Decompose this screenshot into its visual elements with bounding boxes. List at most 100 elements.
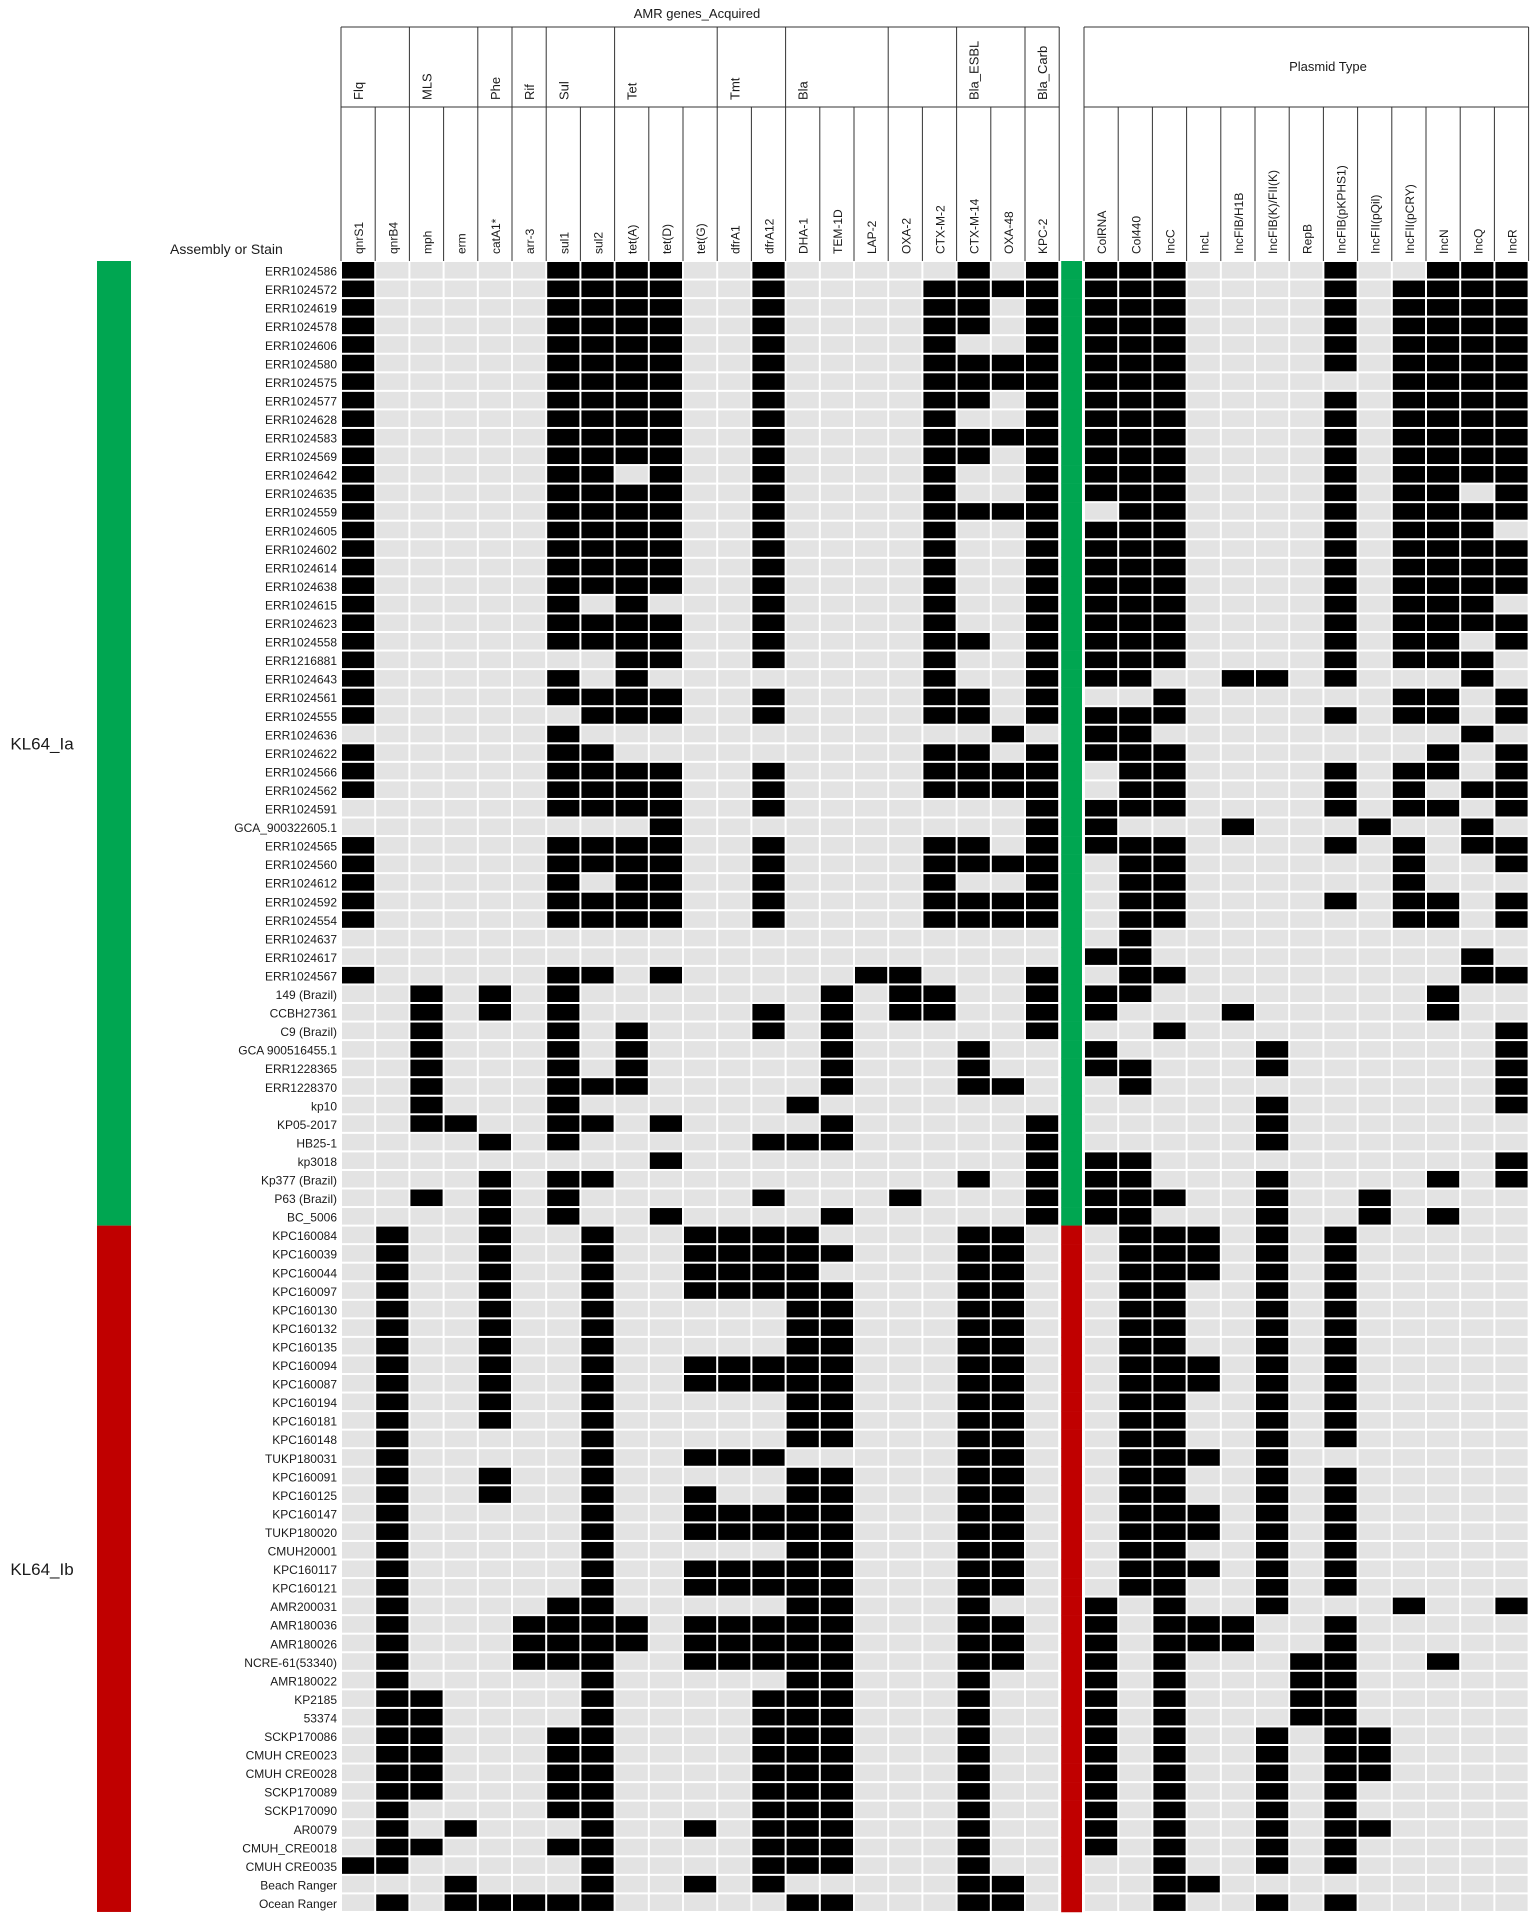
amr-cell bbox=[513, 1838, 546, 1856]
plasmid-cell bbox=[1153, 1875, 1186, 1893]
amr-cell bbox=[444, 1152, 477, 1169]
plasmid-cell bbox=[1221, 577, 1254, 594]
amr-cell bbox=[957, 280, 990, 298]
plasmid-cell bbox=[1119, 948, 1152, 965]
amr-cell bbox=[957, 725, 990, 743]
amr-cell bbox=[410, 1115, 443, 1132]
amr-cell bbox=[615, 1245, 648, 1262]
amr-cell bbox=[786, 744, 819, 761]
plasmid-cell bbox=[1427, 1541, 1460, 1559]
amr-cell bbox=[581, 1504, 614, 1522]
amr-cell bbox=[410, 1838, 443, 1856]
amr-cell bbox=[547, 447, 580, 465]
plasmid-cell bbox=[1290, 1708, 1323, 1726]
amr-cell bbox=[649, 1115, 682, 1132]
plasmid-cell bbox=[1461, 447, 1494, 465]
plasmid-cell bbox=[1461, 558, 1494, 576]
amr-cell bbox=[649, 391, 682, 409]
plasmid-cell bbox=[1427, 1096, 1460, 1114]
amr-cell bbox=[649, 1226, 682, 1244]
amr-cell bbox=[376, 1875, 409, 1893]
plasmid-cell bbox=[1256, 1467, 1289, 1485]
amr-cell bbox=[820, 1727, 853, 1744]
plasmid-cell bbox=[1119, 1282, 1152, 1299]
amr-cell bbox=[752, 1300, 785, 1318]
plasmid-cell bbox=[1256, 428, 1289, 446]
amr-cell bbox=[786, 670, 819, 687]
plasmid-cell bbox=[1256, 1263, 1289, 1281]
amr-cell bbox=[615, 1393, 648, 1411]
row-label: ERR1024602 bbox=[265, 543, 337, 557]
amr-cell bbox=[855, 1838, 888, 1856]
plasmid-cell bbox=[1495, 317, 1528, 335]
plasmid-cell bbox=[1221, 1078, 1254, 1095]
row-label: ERR1024566 bbox=[265, 765, 337, 779]
plasmid-cell bbox=[1153, 1616, 1186, 1633]
amr-cell bbox=[478, 1041, 511, 1058]
plasmid-cell bbox=[1324, 966, 1357, 984]
amr-cell bbox=[478, 1708, 511, 1726]
group-strip-cell bbox=[1061, 1374, 1082, 1393]
amr-cell bbox=[923, 428, 956, 446]
amr-cell bbox=[1026, 373, 1059, 390]
amr-cell bbox=[923, 391, 956, 409]
plasmid-cell bbox=[1085, 892, 1118, 910]
amr-cell bbox=[615, 1523, 648, 1540]
plasmid-cell bbox=[1221, 781, 1254, 798]
amr-cell bbox=[991, 503, 1024, 520]
amr-cell bbox=[581, 985, 614, 1002]
amr-cell bbox=[820, 1170, 853, 1188]
amr-cell bbox=[752, 595, 785, 613]
amr-cell bbox=[581, 1337, 614, 1355]
amr-cell bbox=[478, 1727, 511, 1744]
plasmid-cell bbox=[1187, 447, 1220, 465]
plasmid-cell bbox=[1461, 280, 1494, 298]
amr-cell bbox=[957, 595, 990, 613]
plasmid-cell bbox=[1153, 1059, 1186, 1077]
row-label: GCA 900516455.1 bbox=[238, 1044, 337, 1058]
plasmid-cell bbox=[1187, 1783, 1220, 1800]
plasmid-cell bbox=[1085, 1170, 1118, 1188]
amr-cell bbox=[855, 1041, 888, 1058]
amr-cell bbox=[820, 1430, 853, 1448]
amr-cell bbox=[718, 373, 751, 390]
amr-cell bbox=[820, 1764, 853, 1782]
plasmid-cell bbox=[1461, 262, 1494, 279]
amr-cell bbox=[923, 1579, 956, 1596]
amr-cell bbox=[615, 1078, 648, 1095]
amr-cell bbox=[923, 1430, 956, 1448]
amr-cell bbox=[581, 1838, 614, 1856]
amr-cell bbox=[581, 614, 614, 631]
amr-cell bbox=[547, 1152, 580, 1169]
plasmid-cell bbox=[1495, 1041, 1528, 1058]
plasmid-cell bbox=[1153, 837, 1186, 854]
amr-cell bbox=[513, 1634, 546, 1652]
plasmid-cell bbox=[1256, 1430, 1289, 1448]
plasmid-cell bbox=[1324, 1504, 1357, 1522]
plasmid-cell bbox=[1256, 577, 1289, 594]
amr-cell bbox=[1026, 818, 1059, 836]
amr-cell bbox=[649, 633, 682, 650]
amr-cell bbox=[581, 1894, 614, 1911]
plasmid-cell bbox=[1427, 911, 1460, 928]
amr-cell bbox=[444, 1597, 477, 1615]
amr-cell bbox=[342, 336, 375, 353]
amr-cell bbox=[855, 1597, 888, 1615]
amr-cell bbox=[684, 1838, 717, 1856]
amr-cell bbox=[547, 262, 580, 279]
amr-cell bbox=[615, 1894, 648, 1911]
amr-cell bbox=[547, 1783, 580, 1800]
amr-cell bbox=[410, 317, 443, 335]
amr-cell bbox=[376, 1115, 409, 1132]
group-strip-cell bbox=[1061, 1355, 1082, 1375]
plasmid-cell bbox=[1256, 744, 1289, 761]
amr-cell bbox=[752, 1634, 785, 1652]
amr-cell bbox=[376, 1319, 409, 1336]
plasmid-cell bbox=[1358, 688, 1391, 706]
amr-cell bbox=[478, 262, 511, 279]
amr-cell bbox=[581, 633, 614, 650]
amr-cell bbox=[478, 1764, 511, 1782]
amr-cell bbox=[649, 577, 682, 594]
amr-cell bbox=[513, 911, 546, 928]
amr-cell bbox=[581, 1486, 614, 1503]
